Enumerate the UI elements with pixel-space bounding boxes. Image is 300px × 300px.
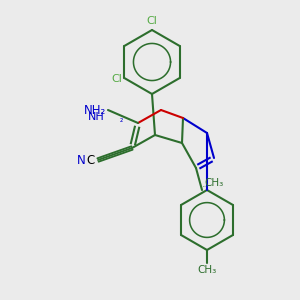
Text: NH: NH [88,112,105,122]
Text: NH₂: NH₂ [84,103,106,116]
Text: methyl: methyl [203,186,208,187]
Text: N: N [77,154,86,166]
Text: ₂: ₂ [120,115,123,124]
Text: CH₃: CH₃ [197,265,217,275]
Text: C: C [87,154,95,166]
Text: Cl: Cl [111,74,122,84]
Text: CH₃: CH₃ [204,178,223,188]
Text: Cl: Cl [147,16,158,26]
